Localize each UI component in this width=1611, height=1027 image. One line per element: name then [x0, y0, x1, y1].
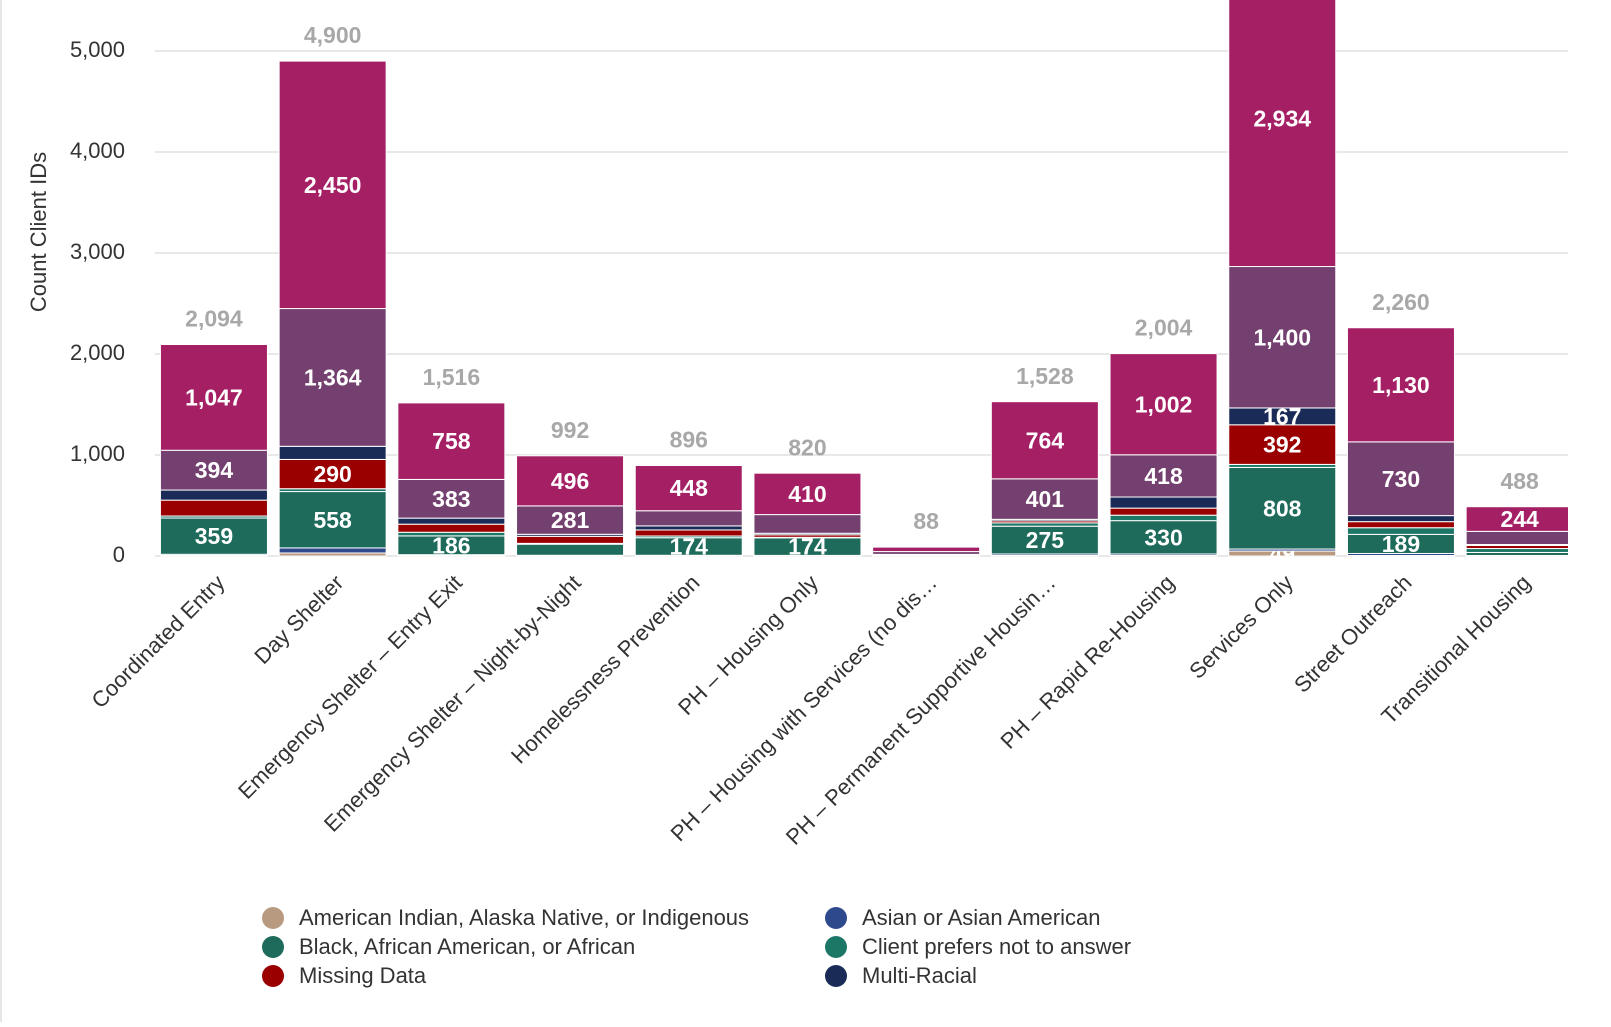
value-label: 1,130 [1372, 372, 1430, 398]
x-tick-label: Emergency Shelter – Night-by-Night [319, 570, 586, 837]
total-label: 2,004 [1135, 315, 1193, 341]
value-label: 496 [551, 468, 589, 494]
value-label: 558 [313, 507, 352, 533]
value-label: 2,934 [1253, 105, 1311, 131]
value-label: 808 [1263, 495, 1302, 521]
bar-segment [398, 532, 505, 536]
bar-segment [398, 524, 505, 532]
x-tick-label: Day Shelter [249, 570, 348, 669]
total-label: 2,094 [185, 306, 243, 332]
legend-swatch [825, 907, 847, 929]
bar-segment [873, 547, 980, 551]
x-tick-label: Emergency Shelter – Entry Exit [233, 570, 467, 804]
value-label: 1,400 [1253, 324, 1311, 350]
value-label: 2,450 [304, 172, 362, 198]
bar-segment [1347, 516, 1454, 522]
total-label: 4,900 [304, 22, 362, 48]
x-tick-label: PH – Permanent Supportive Housin… [781, 570, 1061, 850]
value-label: 392 [1263, 432, 1301, 458]
y-tick-label: 0 [113, 542, 125, 567]
x-tick-label: Coordinated Entry [87, 570, 230, 713]
legend-label: Black, African American, or African [299, 934, 635, 959]
bar-segment [1110, 497, 1217, 508]
legend-label: Asian or Asian American [862, 905, 1100, 930]
bar-segment [1229, 0, 1336, 267]
plot-area: 3593941,0472,0945582901,3642,4504,900186… [160, 0, 1573, 567]
value-label: 359 [195, 523, 233, 549]
value-label: 383 [432, 486, 470, 512]
value-label: 758 [432, 428, 471, 454]
value-label: 275 [1026, 527, 1065, 553]
legend-swatch [262, 936, 284, 958]
bar-segment [1110, 508, 1217, 515]
value-label: 330 [1144, 524, 1182, 550]
value-label: 1,364 [304, 365, 362, 391]
legend-swatch [262, 907, 284, 929]
legend-swatch [825, 936, 847, 958]
total-label: 896 [670, 427, 708, 453]
legend-label: Client prefers not to answer [862, 934, 1131, 959]
bar-segment [1466, 531, 1573, 544]
bar-segment [635, 526, 742, 530]
bar-segment [517, 536, 624, 543]
value-label: 281 [551, 507, 590, 533]
y-tick-label: 3,000 [70, 239, 125, 264]
value-label: 764 [1026, 427, 1065, 453]
bar-segment [1347, 528, 1454, 535]
bar-segment [635, 511, 742, 526]
x-tick-label: PH – Housing with Services (no dis… [666, 570, 942, 846]
value-label: 1,002 [1135, 391, 1193, 417]
legend: American Indian, Alaska Native, or Indig… [262, 905, 1131, 988]
total-label: 1,516 [423, 364, 481, 390]
bar-segment [160, 500, 267, 516]
bar-segment [160, 490, 267, 500]
value-label: 1,047 [185, 384, 243, 410]
bar-segment [517, 544, 624, 555]
bar-segment [398, 518, 505, 524]
value-label: 189 [1382, 531, 1420, 557]
total-label: 2,260 [1372, 289, 1430, 315]
y-axis-title: Count Client IDs [26, 152, 51, 312]
value-label: 401 [1026, 486, 1065, 512]
value-label: 730 [1382, 466, 1420, 492]
value-label: 418 [1144, 463, 1183, 489]
value-label: 394 [195, 457, 234, 483]
y-tick-label: 4,000 [70, 138, 125, 163]
bar-segment [754, 515, 861, 534]
bar-segment [279, 548, 386, 553]
value-label: 448 [670, 475, 709, 501]
y-tick-label: 2,000 [70, 340, 125, 365]
legend-label: Missing Data [299, 963, 427, 988]
legend-swatch [825, 965, 847, 987]
bar-segment [635, 530, 742, 536]
total-label: 992 [551, 417, 589, 443]
value-label: 244 [1500, 506, 1539, 532]
total-label: 488 [1500, 468, 1539, 494]
x-tick-label: Services Only [1184, 570, 1298, 684]
x-tick-label: Homelessness Prevention [506, 570, 704, 768]
total-label: 1,528 [1016, 363, 1074, 389]
x-tick-label: Street Outreach [1289, 570, 1417, 698]
legend-label: American Indian, Alaska Native, or Indig… [299, 905, 749, 930]
total-label: 820 [788, 434, 826, 460]
legend-label: Multi-Racial [862, 963, 977, 988]
y-tick-label: 1,000 [70, 441, 125, 466]
bar-segment [1347, 522, 1454, 528]
value-label: 290 [313, 461, 351, 487]
bar-segment [279, 446, 386, 459]
bar-segment [1110, 515, 1217, 520]
total-label: 88 [913, 508, 939, 534]
bar-segment [1466, 549, 1573, 553]
value-label: 410 [788, 481, 826, 507]
y-tick-label: 5,000 [70, 37, 125, 62]
legend-swatch [262, 965, 284, 987]
